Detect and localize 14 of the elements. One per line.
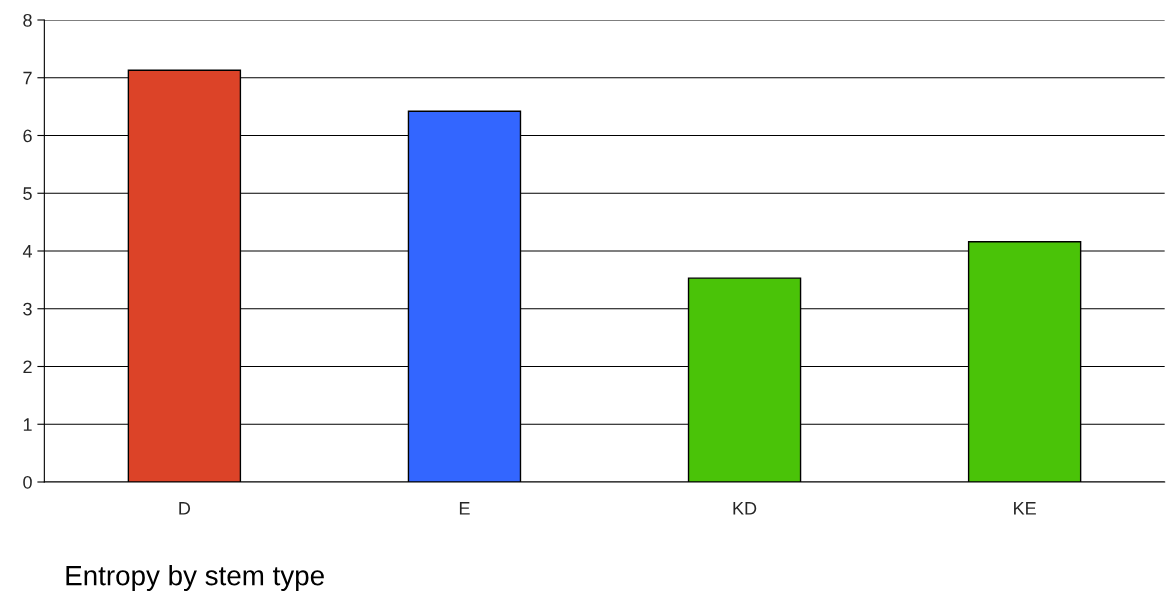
y-tick-label: 8: [23, 13, 32, 27]
y-tick-label: 1: [23, 418, 32, 431]
x-tick-label: KE: [1014, 502, 1036, 515]
x-tick-label: KD: [733, 502, 757, 515]
text: Entropy by stem type: [66, 565, 324, 591]
y-tick-label: 3: [23, 302, 32, 316]
x-tick-label: E: [459, 502, 470, 515]
x-tick-label: D: [179, 502, 191, 515]
y-tick-label: 0: [23, 475, 32, 489]
y-tick-label: 6: [23, 129, 32, 143]
y-tick-label: 4: [22, 245, 33, 258]
y-tick-label: 7: [23, 71, 32, 85]
y-tick-label: 2: [23, 360, 32, 374]
y-tick-label: 5: [23, 187, 32, 200]
